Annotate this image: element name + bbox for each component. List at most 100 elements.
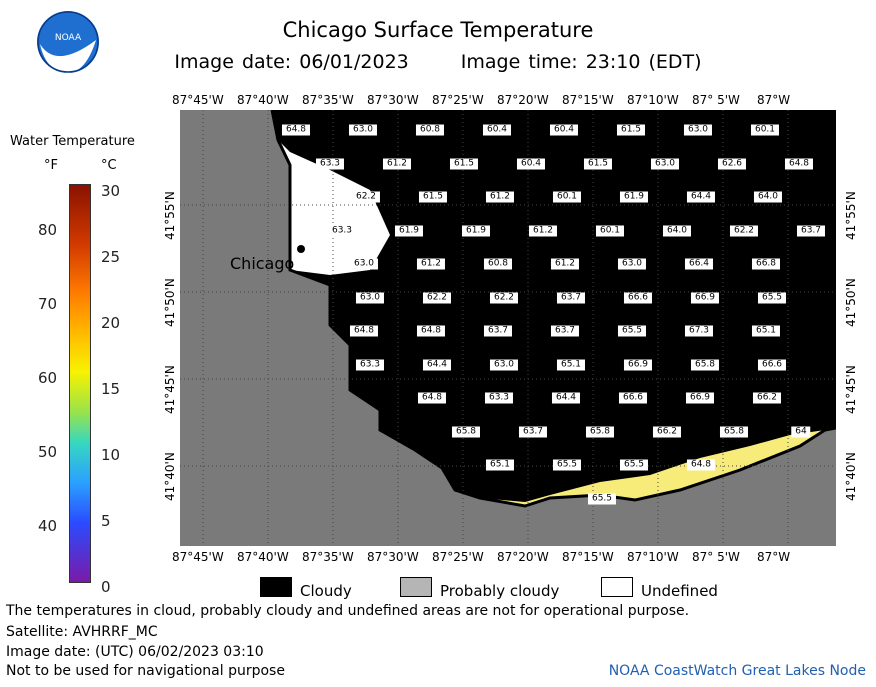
celsius-tick: 30 [101, 182, 121, 200]
logo-text: NOAA [55, 33, 82, 43]
temperature-value: 65.5 [619, 459, 649, 471]
temperature-value: 64.4 [551, 392, 581, 404]
longitude-label: 87°35'W [302, 550, 354, 564]
longitude-label: 87°35'W [302, 93, 354, 107]
fahrenheit-tick: 80 [38, 221, 58, 239]
temperature-value: 66.4 [684, 258, 714, 270]
latitude-label: 41°55'N [163, 191, 177, 240]
latitude-label: 41°45'N [844, 365, 858, 414]
temperature-value: 61.5 [449, 158, 479, 169]
temperature-value: 66.2 [752, 392, 782, 404]
temperature-value: 61.5 [583, 158, 613, 169]
cloudy-label: Cloudy [300, 582, 352, 600]
temperature-value: 65.5 [552, 459, 582, 471]
temperature-value: 62.2 [351, 191, 381, 203]
temperature-value: 61.5 [616, 124, 646, 136]
unit-celsius: °C [101, 158, 117, 173]
satellite-info: Satellite: AVHRRF_MC [6, 624, 158, 640]
latitude-label: 41°50'N [163, 278, 177, 327]
temperature-value: 60.8 [415, 124, 445, 136]
temperature-value: 63.0 [349, 258, 379, 270]
temperature-value: 60.1 [750, 124, 780, 136]
temperature-value: 62.2 [422, 292, 452, 303]
temperature-value: 63.0 [348, 124, 378, 136]
longitude-label: 87°W [757, 93, 791, 107]
temperature-value: 65.1 [556, 359, 586, 370]
image-datetime: Image date: 06/01/2023 Image time: 23:10… [0, 51, 876, 73]
temperature-value: 60.8 [483, 258, 513, 270]
temperature-value: 66.8 [751, 258, 781, 270]
land-area [180, 110, 836, 546]
temperature-value: 64.8 [784, 158, 814, 169]
city-label: Chicago [230, 254, 295, 273]
fahrenheit-tick: 40 [38, 517, 58, 535]
temperature-value: 63.3 [327, 225, 357, 236]
celsius-tick: 25 [101, 248, 121, 266]
temperature-value: 60.1 [552, 191, 582, 203]
temperature-value: 63.3 [484, 392, 514, 404]
fahrenheit-tick: 70 [38, 295, 58, 313]
longitude-label: 87°15'W [562, 93, 614, 107]
temperature-value: 63.0 [650, 158, 680, 169]
noaa-logo: NOAA [37, 11, 99, 73]
temperature-value: 60.4 [516, 158, 546, 169]
coastwatch-node: NOAA CoastWatch Great Lakes Node [608, 663, 866, 679]
temperature-value: 64.4 [422, 359, 452, 370]
temperature-value: 61.2 [382, 158, 412, 169]
cloudy-swatch [260, 577, 292, 597]
temperature-value: 65.1 [485, 459, 515, 471]
image-date: Image date: 06/01/2023 [174, 51, 409, 73]
temperature-value: 64 [791, 426, 811, 437]
temperature-value: 63.0 [489, 359, 519, 370]
temperature-value: 61.9 [394, 225, 424, 236]
map-title: Chicago Surface Temperature [282, 18, 594, 42]
temperature-value: 65.8 [585, 426, 615, 437]
fahrenheit-tick: 50 [38, 443, 58, 461]
temperature-colorbar [69, 184, 91, 583]
warm-water-area [480, 430, 825, 506]
undefined-area [278, 140, 390, 275]
temperature-value: 62.6 [717, 158, 747, 169]
temperature-value: 65.8 [690, 359, 720, 370]
navigation-note: Not to be used for navigational purpose [6, 663, 285, 679]
longitude-label: 87°45'W [172, 550, 224, 564]
undefined-label: Undefined [641, 582, 718, 600]
undefined-swatch [601, 577, 633, 597]
temperature-value: 63.0 [617, 258, 647, 270]
celsius-tick: 0 [101, 578, 111, 596]
temperature-value: 63.7 [518, 426, 548, 437]
longitude-label: 87°W [757, 550, 791, 564]
latitude-label: 41°55'N [844, 191, 858, 240]
temperature-value: 63.3 [355, 359, 385, 370]
temperature-value: 65.5 [617, 325, 647, 337]
operational-note: The temperatures in cloud, probably clou… [6, 603, 690, 619]
temperature-value: 63.0 [683, 124, 713, 136]
temperature-value: 66.9 [623, 359, 653, 370]
temperature-value: 65.8 [451, 426, 481, 437]
longitude-label: 87°30'W [367, 93, 419, 107]
temperature-value: 64.8 [416, 325, 446, 337]
temperature-value: 63.3 [315, 158, 345, 169]
temperature-value: 60.4 [482, 124, 512, 136]
unit-fahrenheit: °F [44, 158, 58, 173]
temperature-value: 62.2 [489, 292, 519, 303]
longitude-label: 87°10'W [627, 93, 679, 107]
latitude-label: 41°40'N [163, 452, 177, 501]
temperature-value: 64.8 [417, 392, 447, 404]
probably-cloudy-swatch [400, 577, 432, 597]
temperature-value: 66.9 [690, 292, 720, 303]
temperature-value: 61.9 [461, 225, 491, 236]
temperature-value: 63.7 [483, 325, 513, 337]
temperature-value: 66.6 [757, 359, 787, 370]
temperature-value: 64.4 [686, 191, 716, 203]
celsius-tick: 10 [101, 446, 121, 464]
temperature-value: 65.1 [751, 325, 781, 337]
probably-cloudy-label: Probably cloudy [440, 582, 560, 600]
temperature-value: 65.5 [757, 292, 787, 303]
chicago-marker [297, 245, 305, 253]
temperature-value: 61.9 [619, 191, 649, 203]
temperature-value: 65.8 [719, 426, 749, 437]
latitude-label: 41°40'N [844, 452, 858, 501]
latitude-label: 41°45'N [163, 365, 177, 414]
longitude-label: 87°10'W [627, 550, 679, 564]
